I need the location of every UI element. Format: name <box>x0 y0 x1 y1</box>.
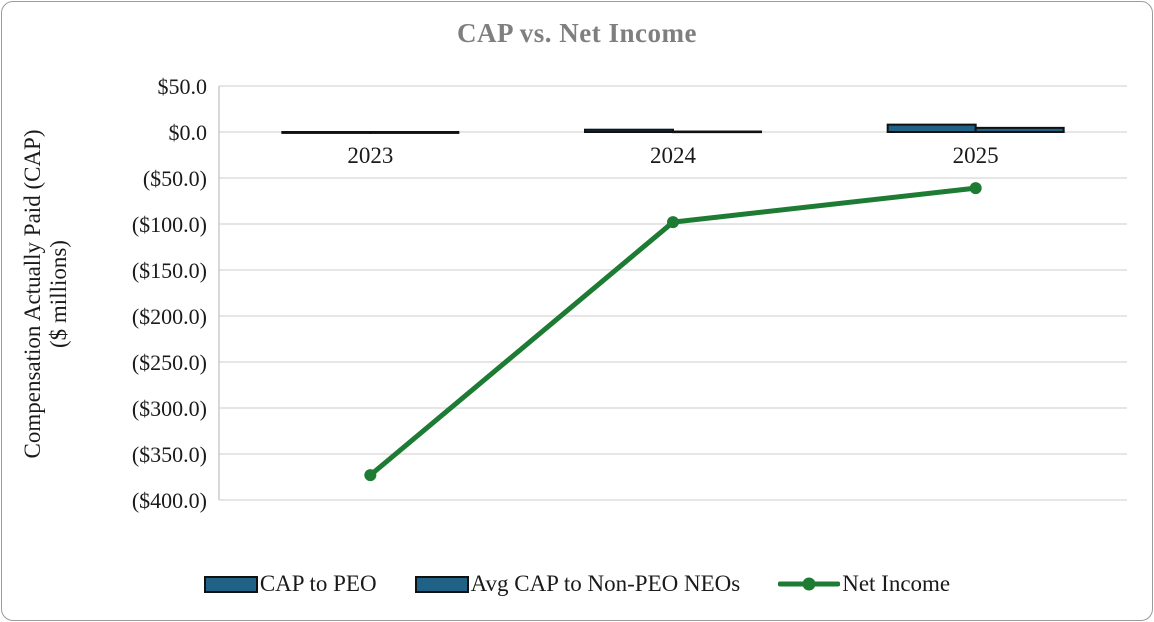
y-axis-title: ($ millions) <box>46 240 71 348</box>
net-income-marker <box>667 216 679 229</box>
legend-item-avg-cap: Avg CAP to Non-PEO NEOs <box>414 571 741 597</box>
legend-label-cap-to-peo: CAP to PEO <box>259 571 377 596</box>
bar-cap-to-peo <box>886 123 977 133</box>
y-tick-label: ($400.0) <box>132 488 207 513</box>
bar-avg-cap-non-peo <box>369 131 460 134</box>
cap-to-peo-swatch-icon <box>203 575 258 593</box>
y-tick-label: $50.0 <box>158 74 208 99</box>
avg-cap-swatch-icon <box>414 575 469 593</box>
legend-item-cap-to-peo: CAP to PEO <box>203 571 377 597</box>
chart-legend: CAP to PEO Avg CAP to Non-PEO NEOs Net I… <box>2 566 1152 602</box>
chart-title: CAP vs. Net Income <box>457 18 697 48</box>
y-tick-label: ($150.0) <box>132 258 207 283</box>
legend-label-avg-cap: Avg CAP to Non-PEO NEOs <box>470 571 741 596</box>
y-axis-title: Compensation Actually Paid (CAP) <box>20 129 45 458</box>
net-income-line-icon <box>778 577 841 591</box>
y-tick-label: ($350.0) <box>132 442 207 467</box>
bar-avg-cap-non-peo <box>672 130 762 134</box>
y-tick-label: ($100.0) <box>132 212 207 237</box>
x-axis-label: 2025 <box>953 143 999 168</box>
y-tick-label: ($50.0) <box>143 166 207 191</box>
bar-cap-to-peo <box>584 128 674 133</box>
legend-label-net-income: Net Income <box>842 571 951 596</box>
y-tick-label: ($250.0) <box>132 350 207 375</box>
bar-avg-cap-non-peo <box>974 126 1065 134</box>
bar-cap-to-peo <box>281 131 372 134</box>
net-income-marker <box>364 469 377 482</box>
y-tick-label: $0.0 <box>169 120 208 145</box>
legend-item-net-income: Net Income <box>778 571 950 597</box>
net-income-line <box>367 185 979 478</box>
x-axis-label: 2024 <box>650 143 697 168</box>
net-income-marker <box>969 182 982 195</box>
y-tick-label: ($200.0) <box>132 304 207 329</box>
x-axis-label: 2023 <box>347 143 393 168</box>
y-tick-label: ($300.0) <box>132 396 207 421</box>
